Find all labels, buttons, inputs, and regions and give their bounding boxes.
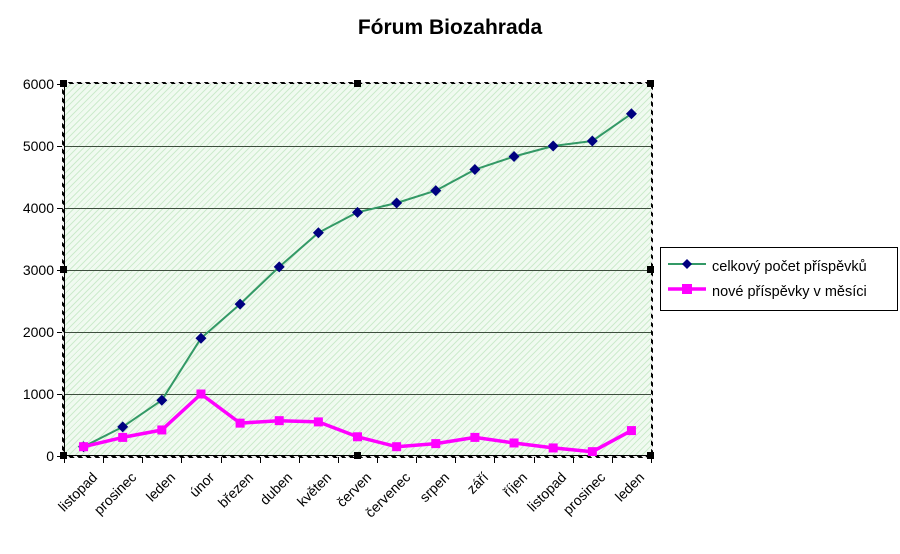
series-line-1 — [83, 392, 633, 454]
legend-marker-new-posts-icon — [667, 282, 707, 301]
chart-title[interactable]: Fórum Biozahrada — [357, 16, 543, 39]
x-axis-tick — [142, 457, 143, 463]
data-point-marker — [469, 164, 481, 176]
data-point-marker — [430, 185, 442, 197]
x-axis-tick — [651, 457, 652, 463]
data-point-marker — [196, 389, 206, 399]
data-point-marker — [79, 442, 89, 452]
y-axis-label: 4000 — [22, 200, 54, 216]
plot-svg — [64, 84, 651, 456]
selection-handle-top-right[interactable] — [647, 80, 654, 87]
selection-handle-bottom-middle[interactable] — [354, 452, 361, 459]
x-axis-tick — [494, 457, 495, 463]
data-point-marker — [118, 432, 128, 442]
y-axis-label: 5000 — [22, 138, 54, 154]
data-point-marker — [353, 432, 362, 442]
x-axis-tick — [377, 457, 378, 463]
data-point-marker — [626, 426, 636, 436]
x-axis-tick — [260, 457, 261, 463]
y-axis-label: 0 — [46, 448, 54, 464]
x-axis-tick — [455, 457, 456, 463]
series-line-0 — [83, 112, 632, 448]
x-axis-tick — [338, 457, 339, 463]
data-point-marker — [587, 447, 597, 456]
legend-marker-total-posts-icon — [667, 257, 707, 276]
x-axis-tick — [612, 457, 613, 463]
data-point-marker — [508, 151, 520, 163]
x-axis-tick — [181, 457, 182, 463]
data-point-marker — [547, 140, 559, 152]
data-point-marker — [548, 443, 558, 453]
legend-entry-total-posts[interactable]: celkový počet příspěvků — [667, 254, 891, 279]
y-axis-tick — [57, 146, 64, 147]
legend-entry-new-posts[interactable]: nové příspěvky v měsíci — [667, 279, 891, 304]
y-axis-label: 2000 — [22, 324, 54, 340]
y-axis-label: 3000 — [22, 262, 54, 278]
legend-label-total-posts: celkový počet příspěvků — [712, 258, 867, 275]
y-axis-tick — [57, 332, 64, 333]
x-axis-tick — [573, 457, 574, 463]
data-point-marker — [470, 432, 480, 442]
x-axis-tick — [221, 457, 222, 463]
data-point-marker — [392, 442, 402, 452]
x-axis-tick — [103, 457, 104, 463]
data-point-marker — [431, 439, 441, 449]
data-point-marker — [274, 416, 284, 426]
selection-handle-bottom-left[interactable] — [60, 452, 67, 459]
data-point-marker — [509, 438, 519, 448]
y-axis-tick — [57, 208, 64, 209]
selection-handle-middle-right[interactable] — [647, 266, 654, 273]
data-point-marker — [117, 421, 129, 433]
x-axis-tick — [299, 457, 300, 463]
selection-handle-top-middle[interactable] — [354, 80, 361, 87]
y-axis-tick — [57, 394, 64, 395]
x-axis-tick — [64, 457, 65, 463]
data-point-marker — [235, 418, 245, 428]
selection-handle-top-left[interactable] — [60, 80, 67, 87]
selection-handle-middle-left[interactable] — [60, 266, 67, 273]
legend-label-new-posts: nové příspěvky v měsíci — [712, 283, 867, 300]
y-axis-label: 6000 — [22, 76, 54, 92]
data-point-marker — [313, 417, 323, 427]
x-axis-tick — [416, 457, 417, 463]
plot-area[interactable] — [64, 84, 651, 456]
data-point-marker — [157, 425, 167, 435]
x-axis-tick — [534, 457, 535, 463]
legend[interactable]: celkový počet příspěvků nové příspěvky v… — [660, 247, 898, 311]
selection-handle-bottom-right[interactable] — [647, 452, 654, 459]
data-point-marker — [156, 394, 168, 406]
y-axis-label: 1000 — [22, 386, 54, 402]
data-point-marker — [391, 197, 403, 209]
